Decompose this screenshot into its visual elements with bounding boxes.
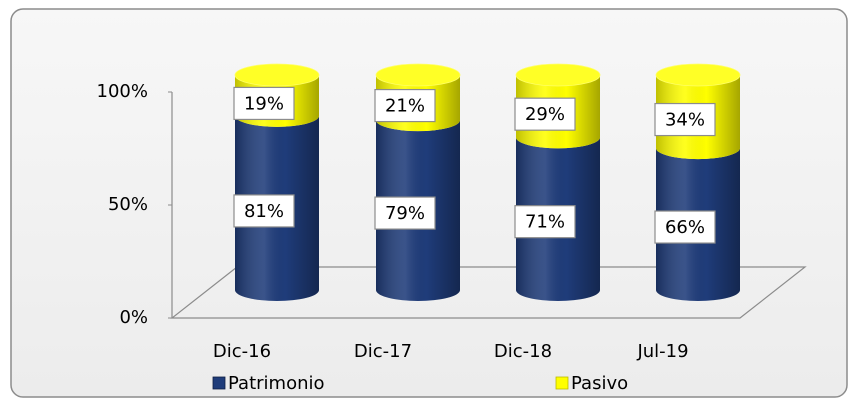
value-label: 19% — [244, 93, 284, 114]
floor — [170, 266, 807, 319]
value-label-box — [233, 86, 295, 121]
value-label: 71% — [525, 212, 565, 233]
x-tick-label: Dic-17 — [354, 341, 412, 362]
value-label-box — [374, 88, 436, 123]
value-label-box — [514, 97, 576, 131]
y-tick-label: 50% — [108, 194, 148, 215]
cylinder-top — [375, 63, 461, 87]
value-label: 29% — [525, 104, 565, 125]
value-label: 21% — [385, 96, 425, 117]
y-tick-label: 100% — [97, 81, 148, 102]
value-label: 34% — [665, 110, 705, 131]
value-label: 79% — [385, 203, 425, 224]
legend-marker — [212, 376, 226, 390]
value-label-box — [374, 196, 436, 230]
y-tick-label: 0% — [119, 307, 148, 328]
value-label-box — [654, 210, 716, 244]
cylinder-top — [234, 63, 320, 87]
legend-label: Patrimonio — [228, 373, 325, 394]
legend-label: Pasivo — [571, 373, 628, 394]
cylinder-top — [515, 63, 601, 87]
x-tick-label: Dic-18 — [494, 341, 552, 362]
value-label-box — [233, 194, 295, 228]
value-label-box — [654, 102, 716, 137]
value-label-box — [514, 205, 576, 239]
value-label: 66% — [665, 217, 705, 238]
value-label: 81% — [244, 201, 284, 222]
legend-marker — [555, 376, 569, 390]
cylinder-top — [655, 63, 741, 87]
x-tick-label: Dic-16 — [213, 341, 271, 362]
x-tick-label: Jul-19 — [636, 341, 688, 362]
